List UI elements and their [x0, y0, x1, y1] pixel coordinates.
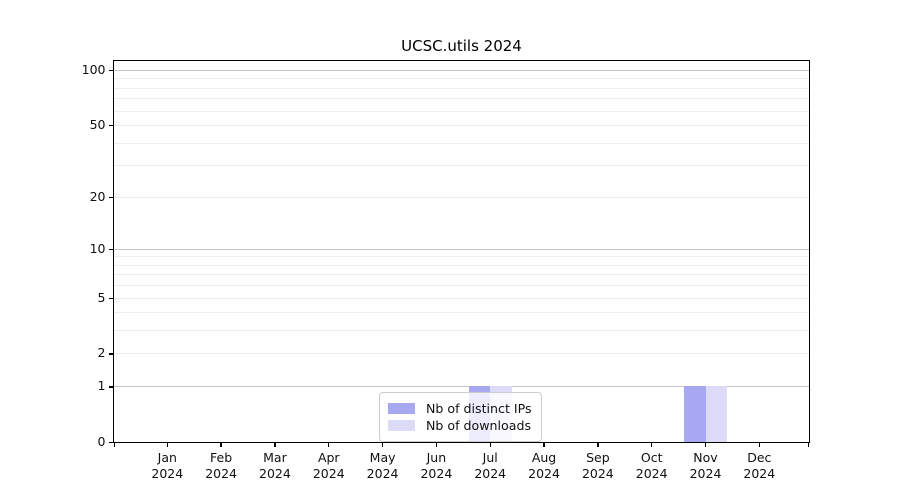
- x-axis-label-year: 2024: [366, 465, 399, 481]
- x-axis-label-month: Nov: [693, 450, 718, 465]
- x-axis-label: Sep 2024: [566, 450, 630, 481]
- x-axis-label-year: 2024: [581, 465, 614, 481]
- x-axis-label-year: 2024: [474, 465, 507, 481]
- legend-entry-downloads: Nb of downloads: [388, 418, 532, 433]
- minor-gridline: [114, 142, 809, 144]
- y-axis-tick: [109, 248, 113, 251]
- x-axis-label-year: 2024: [259, 465, 291, 481]
- x-axis-label: Jun 2024: [404, 450, 468, 481]
- x-axis-label-month: Aug: [531, 450, 557, 465]
- minor-gridline: [114, 110, 809, 112]
- minor-gridline: [114, 78, 809, 80]
- x-axis-label-year: 2024: [205, 465, 238, 481]
- y-axis-tick-label: 20: [89, 188, 106, 204]
- x-axis-tick: [704, 443, 707, 447]
- y-axis-tick-label: 10: [89, 240, 106, 256]
- y-axis-tick: [109, 442, 113, 444]
- y-axis-tick: [109, 386, 113, 388]
- x-axis-label: May 2024: [351, 450, 415, 481]
- x-axis-tick: [807, 443, 810, 447]
- minor-gridline: [114, 353, 809, 355]
- y-axis-tick-label: 100: [81, 62, 106, 77]
- x-axis-tick: [597, 443, 599, 447]
- x-axis-tick: [543, 443, 545, 447]
- x-axis-label-month: Apr: [317, 450, 340, 465]
- x-axis-label-month: Jul: [482, 450, 498, 465]
- x-axis-label-month: Oct: [640, 450, 663, 465]
- x-axis-label-year: 2024: [151, 465, 184, 481]
- minor-gridline: [114, 285, 809, 287]
- x-axis-label: Aug 2024: [512, 450, 576, 481]
- y-axis-tick-label: 5: [97, 289, 106, 305]
- y-axis-tick-label: 1: [97, 378, 106, 394]
- x-axis-label: Jan 2024: [135, 450, 199, 481]
- x-axis-label-month: Jan: [157, 450, 177, 465]
- minor-gridline: [114, 98, 809, 100]
- minor-gridline: [114, 165, 809, 167]
- plot-area: Nb of distinct IPs Nb of downloads: [113, 60, 810, 443]
- x-axis-label-month: May: [369, 450, 396, 465]
- x-axis-label: Dec 2024: [727, 450, 791, 481]
- y-axis-tick-label: 0: [97, 434, 106, 449]
- x-axis-label-year: 2024: [420, 465, 453, 481]
- y-axis-tick-label: 2: [97, 345, 106, 361]
- x-axis-tick: [113, 443, 116, 447]
- x-axis-label: Mar 2024: [243, 450, 307, 481]
- major-gridline: [114, 386, 809, 388]
- x-axis-label: Jul 2024: [458, 450, 522, 481]
- minor-gridline: [114, 312, 809, 314]
- x-axis-tick: [220, 443, 222, 447]
- x-axis-label-year: 2024: [528, 465, 560, 481]
- chart-title: UCSC.utils 2024: [401, 37, 522, 55]
- x-axis-label: Nov 2024: [674, 450, 738, 481]
- y-axis-tick: [109, 70, 113, 72]
- x-axis-tick: [435, 443, 438, 447]
- major-gridline: [114, 248, 809, 250]
- x-axis-label-month: Sep: [586, 450, 610, 465]
- bar-distinct-ips: [684, 386, 706, 442]
- x-axis-tick: [381, 443, 384, 447]
- legend: Nb of distinct IPs Nb of downloads: [379, 392, 542, 442]
- minor-gridline: [114, 330, 809, 332]
- legend-swatch-downloads: [388, 420, 415, 431]
- x-axis-label-year: 2024: [312, 465, 345, 481]
- x-axis-label-year: 2024: [635, 465, 668, 481]
- y-axis-tick: [109, 353, 113, 355]
- legend-entry-distinct-ips: Nb of distinct IPs: [388, 401, 532, 416]
- x-axis-tick: [758, 443, 760, 447]
- minor-gridline: [114, 264, 809, 266]
- legend-label-distinct-ips: Nb of distinct IPs: [426, 401, 532, 416]
- minor-gridline: [114, 274, 809, 276]
- x-axis-tick: [328, 443, 330, 447]
- x-axis-label: Oct 2024: [620, 450, 684, 481]
- y-axis-tick: [109, 297, 113, 299]
- x-axis-label-year: 2024: [689, 465, 722, 481]
- x-axis-label-year: 2024: [743, 465, 776, 481]
- x-axis-label-month: Jun: [426, 450, 447, 465]
- x-axis-tick: [650, 443, 653, 447]
- x-axis-label-month: Feb: [210, 450, 233, 465]
- minor-gridline: [114, 297, 809, 299]
- bar-downloads: [705, 386, 727, 442]
- y-axis-tick-label: 50: [89, 117, 106, 133]
- x-axis-label: Feb 2024: [189, 450, 253, 481]
- minor-gridline: [114, 125, 809, 127]
- y-axis-tick: [109, 125, 113, 127]
- x-axis-tick: [166, 443, 168, 447]
- x-axis-label-month: Mar: [263, 450, 287, 465]
- x-axis-tick: [274, 443, 276, 447]
- x-axis-tick: [489, 443, 491, 447]
- minor-gridline: [114, 87, 809, 89]
- legend-label-downloads: Nb of downloads: [426, 418, 532, 433]
- y-axis-tick: [109, 196, 113, 198]
- x-axis-label: Apr 2024: [297, 450, 361, 481]
- minor-gridline: [114, 256, 809, 258]
- major-gridline: [114, 70, 809, 71]
- x-axis-label-month: Dec: [747, 450, 772, 465]
- minor-gridline: [114, 196, 809, 198]
- legend-swatch-distinct-ips: [388, 403, 415, 414]
